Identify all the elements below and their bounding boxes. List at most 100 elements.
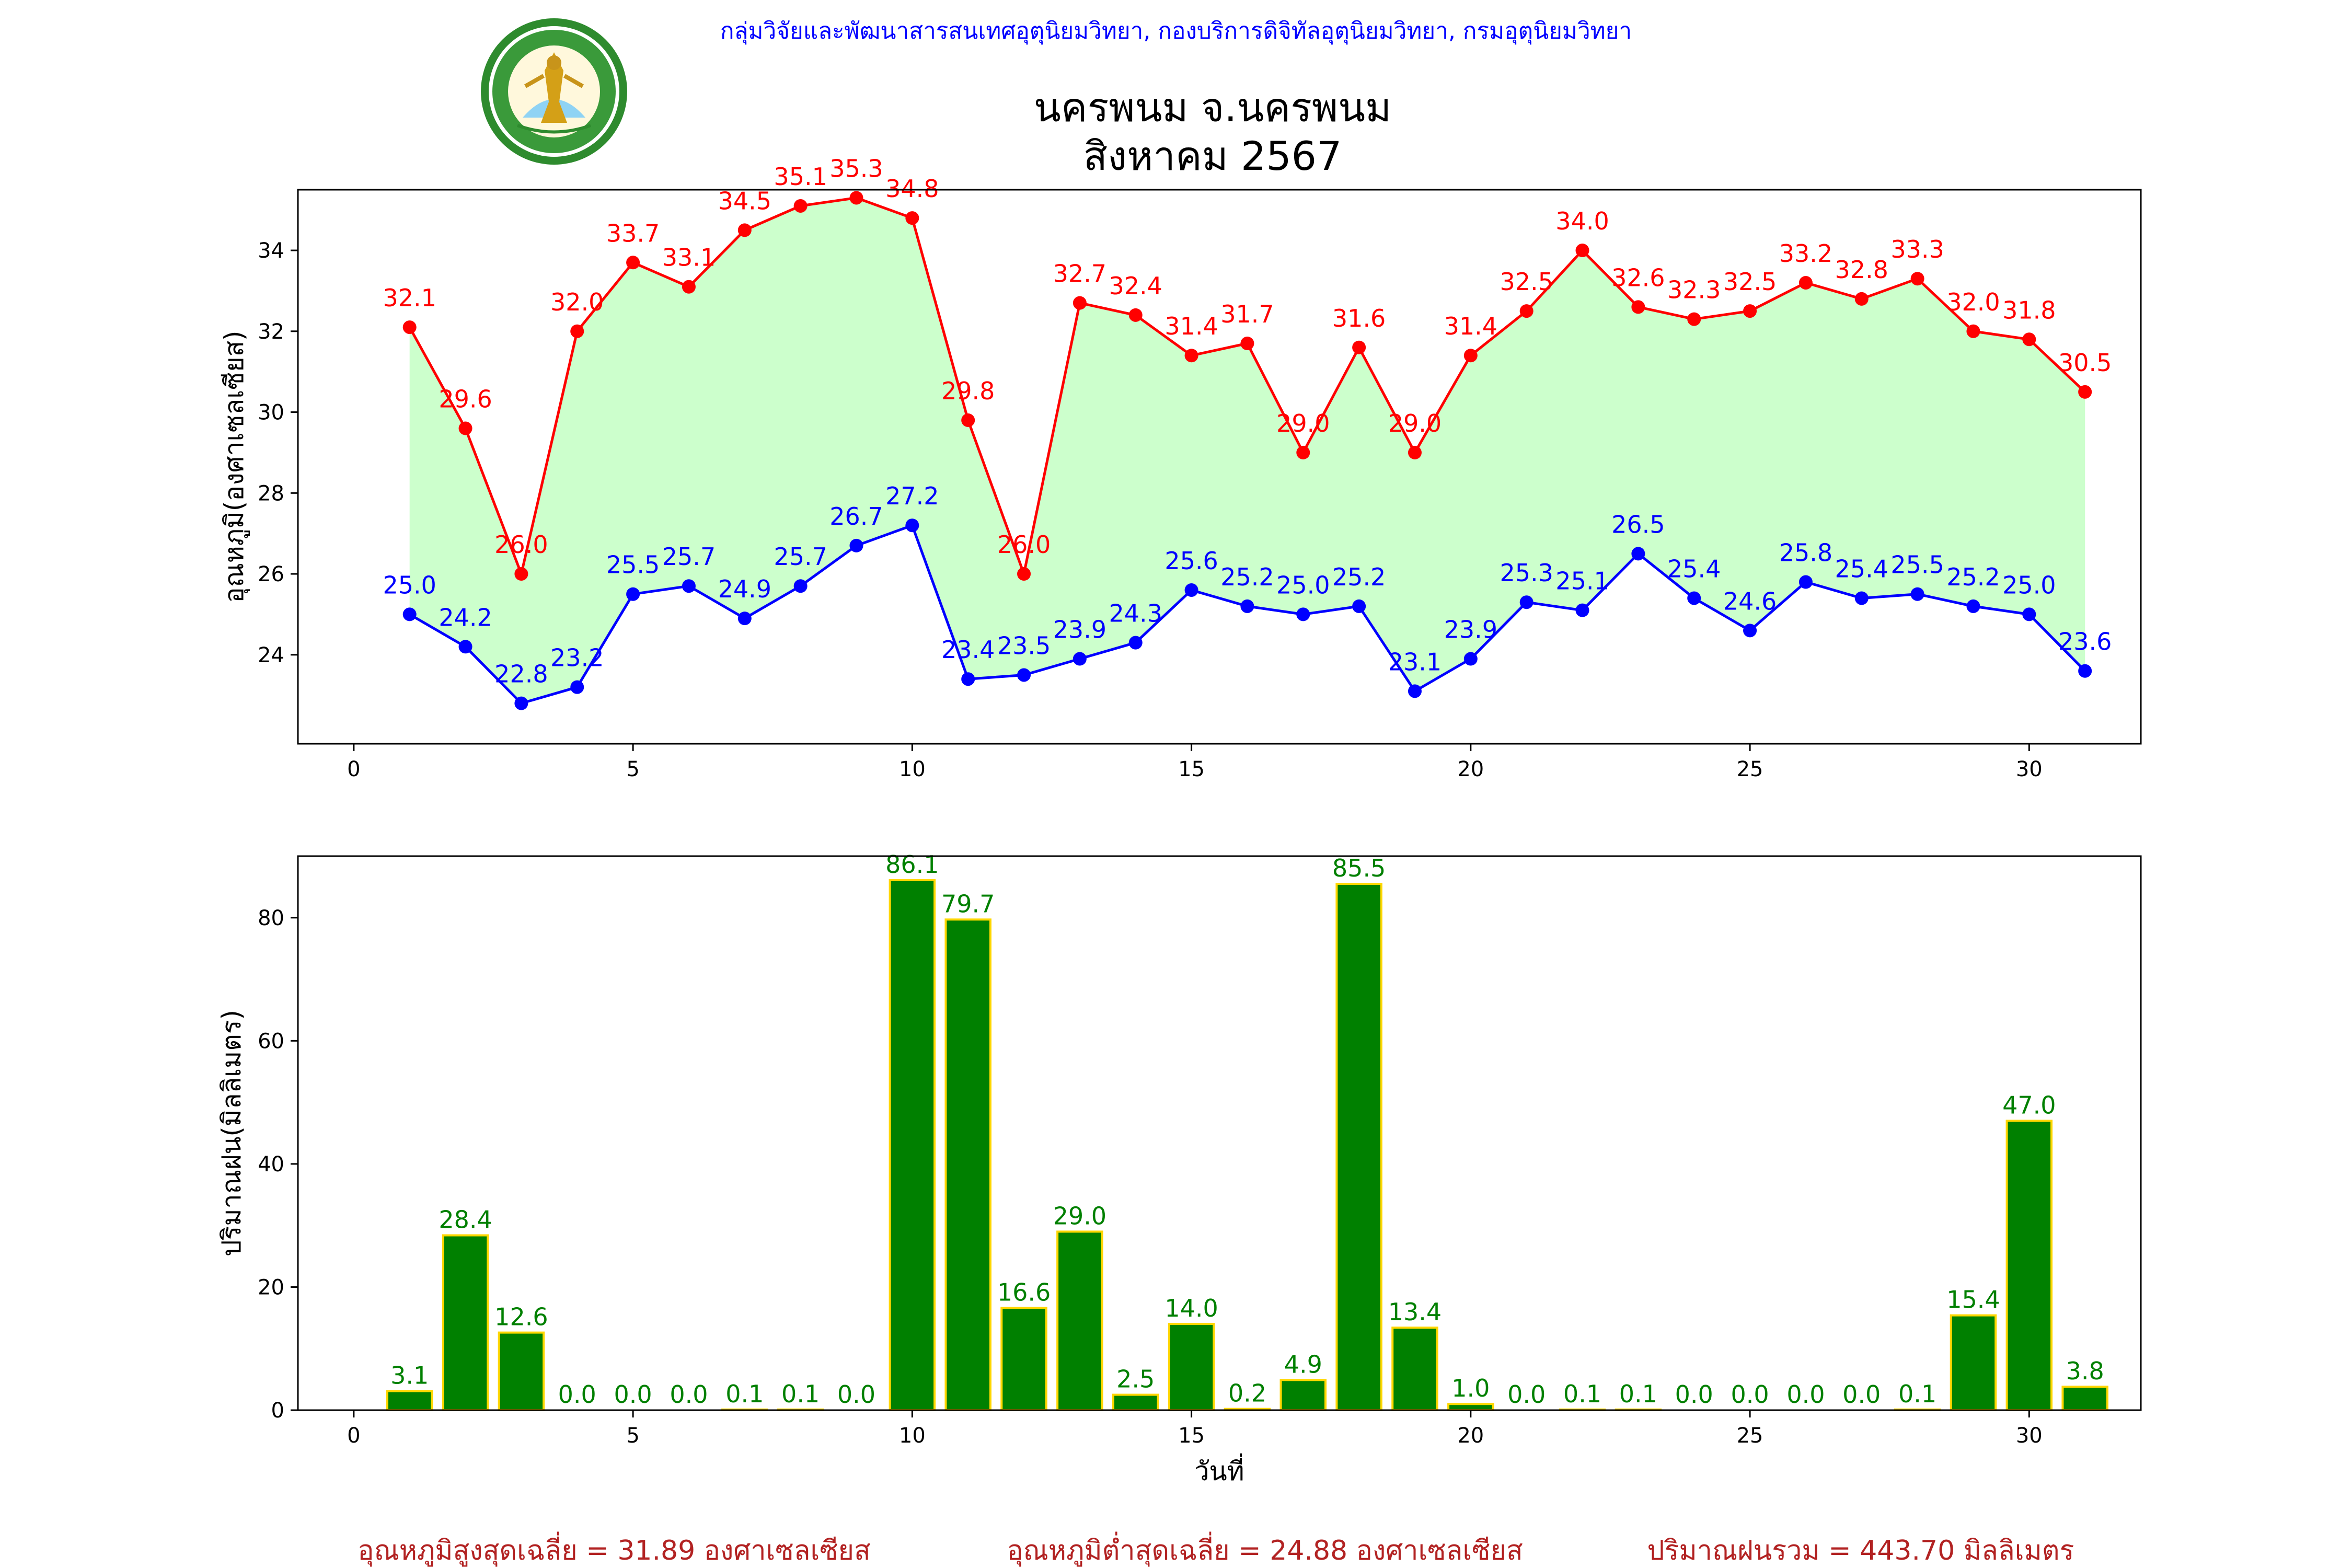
min-temperature-point — [682, 579, 696, 593]
rainfall-y-tick-label: 60 — [258, 1029, 284, 1053]
max-temperature-point — [514, 567, 528, 581]
rainfall-value-label: 29.0 — [1053, 1202, 1106, 1230]
max-temperature-point — [1631, 300, 1645, 314]
max-temperature-label: 29.0 — [1388, 409, 1442, 437]
min-temperature-label: 23.9 — [1444, 616, 1497, 644]
min-temperature-label: 25.2 — [1332, 563, 1386, 591]
chart-title-station: นครพนม จ.นครพนม — [1034, 84, 1391, 131]
min-temperature-point — [1296, 607, 1310, 621]
max-temperature-point — [1463, 349, 1478, 363]
rainfall-value-label: 2.5 — [1116, 1365, 1155, 1393]
rainfall-bar — [442, 1234, 489, 1412]
agency-line: กลุ่มวิจัยและพัฒนาสารสนเทศอุตุนิยมวิทยา,… — [720, 18, 1632, 45]
max-temperature-point — [1910, 272, 1924, 286]
temperature-plot-frame — [297, 189, 2142, 745]
min-temperature-point — [905, 518, 919, 533]
rainfall-value-label: 0.1 — [1619, 1380, 1657, 1408]
rainfall-value-label: 3.1 — [390, 1361, 429, 1389]
rainfall-value-label: 14.0 — [1165, 1294, 1218, 1322]
min-temperature-label: 24.3 — [1109, 599, 1162, 628]
max-temperature-label: 33.1 — [662, 244, 716, 272]
rainfall-value-label: 0.0 — [1675, 1380, 1713, 1409]
rainfall-bar — [2005, 1120, 2053, 1411]
min-temperature-point — [1240, 599, 1254, 613]
max-temperature-label: 35.3 — [829, 154, 883, 182]
rainfall-y-tick-label: 40 — [258, 1152, 284, 1177]
max-temperature-label: 34.5 — [718, 187, 771, 215]
rainfall-bar — [1000, 1307, 1047, 1411]
footer-rain-total: ปริมาณฝนรวม = 443.70 มิลลิเมตร — [1647, 1535, 2074, 1566]
rainfall-x-tick-label: 10 — [899, 1424, 926, 1448]
min-temperature-label: 24.2 — [439, 603, 492, 631]
min-temperature-label: 23.6 — [2058, 628, 2112, 656]
max-temperature-label: 35.1 — [774, 163, 827, 191]
max-temperature-point — [737, 223, 752, 237]
max-temperature-label: 31.4 — [1444, 312, 1497, 340]
min-temperature-label: 26.5 — [1611, 510, 1665, 538]
rainfall-value-label: 0.0 — [1507, 1380, 1546, 1409]
max-temperature-label: 32.0 — [1946, 288, 2000, 316]
max-temperature-label: 29.6 — [439, 385, 492, 413]
rainfall-bar — [1168, 1323, 1215, 1411]
rainfall-bar — [944, 918, 991, 1412]
max-temperature-point — [1575, 244, 1589, 258]
temperature-x-tick-label: 25 — [1737, 757, 1763, 781]
temperature-x-tick-label: 15 — [1178, 757, 1205, 781]
temperature-y-tick-label: 24 — [258, 643, 284, 667]
rainfall-value-label: 4.9 — [1284, 1350, 1322, 1378]
max-temperature-label: 26.0 — [494, 531, 548, 559]
min-temperature-label: 25.5 — [1890, 551, 1944, 579]
rainfall-value-label: 0.1 — [1898, 1380, 1936, 1408]
min-temperature-point — [626, 587, 640, 601]
rainfall-bar — [1279, 1379, 1327, 1411]
max-temperature-label: 32.1 — [383, 284, 436, 312]
max-temperature-label: 32.8 — [1835, 256, 1888, 284]
rainfall-x-tick-label: 30 — [2016, 1424, 2043, 1448]
rainfall-x-tick-label: 0 — [347, 1424, 360, 1448]
rainfall-value-label: 16.6 — [997, 1278, 1051, 1306]
rainfall-value-label: 0.0 — [837, 1380, 875, 1409]
temperature-y-tick-label: 32 — [258, 320, 284, 344]
min-temperature-point — [1073, 652, 1087, 666]
min-temperature-point — [1463, 652, 1478, 666]
temperature-chart: 32.1 29.6 26.0 32.0 33.733.1 34.535.1 35.334.8… — [219, 154, 2142, 781]
max-temperature-label: 32.0 — [550, 288, 604, 316]
temperature-x-tick-label: 5 — [626, 757, 639, 781]
max-temperature-point — [2078, 385, 2092, 399]
max-temperature-point — [1073, 296, 1087, 310]
max-temperature-point — [1352, 340, 1366, 354]
rainfall-value-label: 0.0 — [614, 1380, 652, 1409]
rainfall-bar — [889, 879, 936, 1411]
rainfall-value-label: 79.7 — [941, 890, 995, 918]
max-temperature-label: 26.0 — [997, 531, 1051, 559]
min-temperature-label: 25.7 — [774, 543, 827, 571]
max-temperature-label: 33.2 — [1779, 239, 1832, 268]
rainfall-value-label: 0.1 — [781, 1380, 820, 1408]
temperature-y-tick-label: 34 — [258, 239, 284, 263]
rainfall-x-tick-label: 5 — [626, 1424, 639, 1448]
min-temperature-point — [1798, 575, 1813, 589]
max-temperature-label: 32.5 — [1723, 268, 1777, 296]
max-temperature-point — [626, 256, 640, 270]
min-temperature-point — [402, 607, 417, 621]
temperature-y-tick-label: 26 — [258, 562, 284, 586]
rainfall-x-tick-label: 20 — [1457, 1424, 1484, 1448]
min-temperature-label: 24.9 — [718, 575, 771, 603]
max-temperature-point — [458, 421, 472, 435]
min-temperature-point — [1966, 599, 1980, 613]
max-temperature-label: 29.0 — [1276, 409, 1330, 437]
temperature-y-tick-label: 28 — [258, 481, 284, 505]
rainfall-bar — [1391, 1327, 1438, 1411]
footer-avg-max-temp: อุณหภูมิสูงสุดเฉลี่ย = 31.89 องศาเซลเซีย… — [358, 1531, 871, 1567]
max-temperature-point — [1128, 308, 1143, 322]
min-temperature-label: 25.6 — [1165, 547, 1218, 575]
max-temperature-point — [1687, 312, 1701, 326]
min-temperature-label: 23.1 — [1388, 648, 1442, 676]
min-temperature-point — [1631, 547, 1645, 561]
rainfall-bar — [1056, 1230, 1103, 1411]
rainfall-bar — [498, 1331, 545, 1412]
min-temperature-point — [793, 579, 808, 593]
max-temperature-point — [1296, 445, 1310, 459]
rainfall-value-label: 47.0 — [2002, 1091, 2056, 1119]
min-temperature-point — [1408, 684, 1422, 698]
